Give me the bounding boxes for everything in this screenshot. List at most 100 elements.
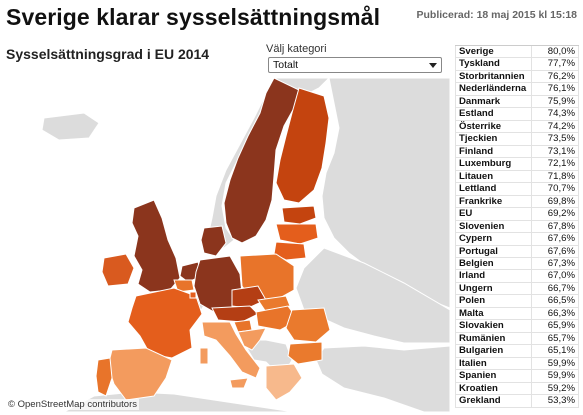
- category-select-value: Totalt: [273, 59, 299, 71]
- table-row: Sverige 80,0%: [455, 46, 579, 59]
- land-turkey: [315, 345, 450, 412]
- employment-rate: 66,5%: [531, 295, 578, 307]
- country-name: Danmark: [459, 95, 501, 107]
- country-name: Slovenien: [459, 220, 505, 232]
- table-row: Storbritannien 76,2%: [455, 70, 579, 84]
- table-row: Portugal 67,6%: [455, 245, 579, 258]
- employment-rate: 67,3%: [531, 257, 578, 270]
- table-row: Italien 59,9%: [455, 357, 579, 371]
- employment-rate: 75,9%: [531, 95, 578, 108]
- country-name: Estland: [459, 108, 494, 120]
- country-name: Bulgarien: [459, 345, 504, 357]
- country-lithuania: [273, 241, 307, 261]
- employment-rate: 74,3%: [531, 108, 578, 120]
- employment-rate: 67,0%: [531, 270, 578, 282]
- employment-rate: 72,1%: [531, 158, 578, 170]
- eu-map[interactable]: © OpenStreetMap contributors: [4, 78, 450, 412]
- employment-rate: 76,2%: [531, 70, 578, 83]
- country-name: Malta: [459, 307, 484, 319]
- country-name: Rumänien: [459, 332, 506, 344]
- map-svg: [4, 78, 450, 412]
- country-name: Spanien: [459, 370, 497, 382]
- table-row: Polen 66,5%: [455, 295, 579, 308]
- chart-subtitle: Sysselsättningsgrad i EU 2014: [6, 46, 210, 62]
- employment-rate: 73,1%: [531, 145, 578, 158]
- table-row: Kroatien 59,2%: [455, 382, 579, 396]
- table-row: Grekland 53,3%: [455, 395, 579, 408]
- country-name: Portugal: [459, 245, 498, 257]
- country-name: Irland: [459, 270, 486, 282]
- country-name: Ungern: [459, 282, 493, 294]
- table-row: Nederländerna 76,1%: [455, 83, 579, 96]
- country-name: Frankrike: [459, 195, 503, 207]
- country-sardinia: [199, 347, 209, 365]
- country-austria: [211, 305, 259, 323]
- table-row: Tyskland 77,7%: [455, 58, 579, 71]
- table-row: Spanien 59,9%: [455, 370, 579, 383]
- country-estonia: [281, 205, 317, 225]
- employment-rate: 65,9%: [531, 320, 578, 332]
- country-name: Belgien: [459, 257, 494, 269]
- table-row: EU 69,2%: [455, 208, 579, 221]
- country-name: Italien: [459, 357, 487, 369]
- country-luxembourg: [189, 291, 197, 299]
- land-belarus-ukraine: [295, 247, 450, 344]
- table-row: Litauen 71,8%: [455, 170, 579, 184]
- employment-rate: 59,9%: [531, 370, 578, 382]
- country-name: Luxemburg: [459, 158, 512, 170]
- table-row: Estland 74,3%: [455, 108, 579, 121]
- country-croatia: [237, 327, 267, 351]
- table-row: Malta 66,3%: [455, 307, 579, 321]
- employment-rate: 77,7%: [531, 58, 578, 70]
- country-name: Litauen: [459, 170, 494, 182]
- table-row: Irland 67,0%: [455, 270, 579, 283]
- table-row: Belgien 67,3%: [455, 257, 579, 271]
- country-denmark: [200, 225, 227, 257]
- country-name: Grekland: [459, 395, 501, 407]
- table-row: Slovakien 65,9%: [455, 320, 579, 333]
- table-row: Luxemburg 72,1%: [455, 158, 579, 171]
- category-label: Välj kategori: [266, 43, 327, 55]
- country-latvia: [275, 223, 319, 245]
- employment-rate: 59,2%: [531, 382, 578, 395]
- table-row: Rumänien 65,7%: [455, 332, 579, 346]
- table-row: Finland 73,1%: [455, 145, 579, 159]
- employment-rate: 67,6%: [531, 233, 578, 245]
- table-row: Lettland 70,7%: [455, 183, 579, 196]
- country-finland: [275, 87, 330, 204]
- country-name: Lettland: [459, 183, 497, 195]
- country-name: Polen: [459, 295, 486, 307]
- map-attribution[interactable]: © OpenStreetMap contributors: [6, 399, 139, 410]
- employment-rate: 73,5%: [531, 133, 578, 145]
- country-name: Österrike: [459, 120, 502, 132]
- table-row: Tjeckien 73,5%: [455, 133, 579, 146]
- employment-rate: 76,1%: [531, 83, 578, 95]
- country-czechia: [231, 285, 267, 309]
- country-portugal: [95, 357, 113, 397]
- employment-rate: 65,1%: [531, 345, 578, 357]
- employment-rate: 53,3%: [531, 395, 578, 407]
- category-select[interactable]: Totalt: [268, 57, 442, 73]
- table-row: Frankrike 69,8%: [455, 195, 579, 209]
- map-attribution-text: © OpenStreetMap contributors: [8, 399, 137, 410]
- employment-table: Sverige 80,0% Tyskland 77,7% Storbritannien 7…: [455, 45, 579, 408]
- employment-rate: 67,8%: [531, 220, 578, 233]
- employment-rate: 66,7%: [531, 282, 578, 295]
- table-row: Danmark 75,9%: [455, 95, 579, 109]
- employment-rate: 71,8%: [531, 170, 578, 183]
- page-title: Sverige klarar sysselsättningsmål: [6, 4, 381, 30]
- employment-rate: 80,0%: [531, 46, 578, 58]
- country-name: Finland: [459, 145, 494, 157]
- country-greece: [265, 363, 303, 401]
- employment-rate: 66,3%: [531, 307, 578, 320]
- table-row: Slovenien 67,8%: [455, 220, 579, 234]
- country-name: Cypern: [459, 233, 493, 245]
- country-belgium: [173, 279, 195, 293]
- country-name: Kroatien: [459, 382, 498, 394]
- country-sicily: [229, 377, 249, 389]
- chevron-down-icon: [429, 63, 437, 68]
- country-name: Slovakien: [459, 320, 504, 332]
- land-iceland: [41, 112, 100, 141]
- country-ireland: [101, 253, 135, 287]
- table-row: Ungern 66,7%: [455, 282, 579, 296]
